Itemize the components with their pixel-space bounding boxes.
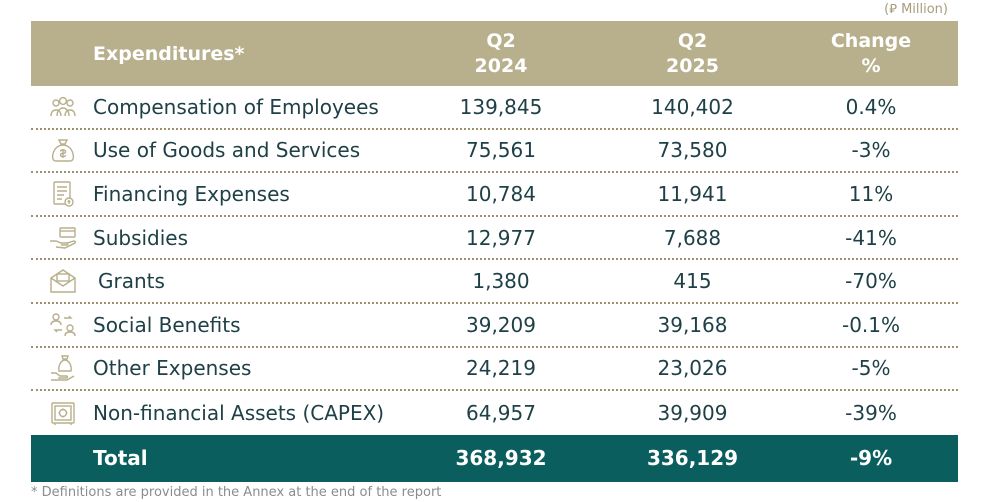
- cell-change: -39%: [845, 400, 897, 425]
- header-change-line1: Change: [830, 29, 912, 52]
- row-label: Social Benefits: [93, 312, 241, 337]
- total-row: Total 368,932 336,129 -9%: [31, 434, 958, 482]
- cell-q2-2025: 39,168: [657, 312, 728, 337]
- header-change-line2: %: [861, 54, 881, 77]
- people-exchange-icon: [43, 307, 83, 343]
- table-row: Compensation of Employees 139,845 140,40…: [31, 86, 958, 130]
- table-row: Other Expenses 24,219 23,026 -5%: [31, 348, 958, 392]
- cell-q2-2025: 73,580: [657, 138, 728, 163]
- unit-note: (⃁ Million): [884, 2, 948, 17]
- row-label: Non-financial Assets (CAPEX): [93, 400, 385, 425]
- expenditures-table: Expenditures* Q2 2024 Q2 2025 Change % C…: [31, 21, 958, 482]
- footnote: * Definitions are provided in the Annex …: [31, 485, 442, 500]
- cell-q2-2025: 23,026: [657, 356, 728, 381]
- total-q2-2024: 368,932: [455, 446, 547, 471]
- row-label: Use of Goods and Services: [93, 138, 361, 163]
- cell-change: -0.1%: [841, 312, 901, 337]
- cell-q2-2024: 39,209: [466, 312, 536, 337]
- row-label: Compensation of Employees: [93, 94, 379, 119]
- cell-change: -41%: [845, 225, 897, 250]
- invoice-icon: [43, 176, 83, 212]
- safe-icon: [43, 395, 83, 431]
- money-bag-icon: [43, 132, 83, 168]
- table-row: Financing Expenses 10,784 11,941 11%: [31, 173, 958, 217]
- envelope-icon: [43, 263, 83, 299]
- header-q2-2024: Q2 2024: [401, 29, 601, 79]
- employees-icon: [43, 89, 83, 125]
- table-row: Social Benefits 39,209 39,168 -0.1%: [31, 304, 958, 348]
- header-q2-2025: Q2 2025: [601, 29, 784, 79]
- cell-q2-2024: 24,219: [466, 356, 536, 381]
- header-change: Change %: [784, 29, 958, 79]
- row-label: Financing Expenses: [93, 181, 290, 206]
- cell-change: 11%: [848, 181, 894, 206]
- table-row: Grants 1,380 415 -70%: [31, 260, 958, 304]
- header-q2-2025-line2: 2025: [666, 54, 719, 77]
- cell-change: -70%: [845, 269, 897, 294]
- total-change: -9%: [849, 446, 893, 471]
- row-label: Other Expenses: [93, 356, 252, 381]
- cell-q2-2024: 10,784: [466, 181, 536, 206]
- cell-q2-2024: 12,977: [466, 225, 536, 250]
- total-q2-2025: 336,129: [646, 446, 739, 471]
- cell-q2-2024: 139,845: [459, 94, 543, 119]
- cell-q2-2025: 7,688: [663, 225, 722, 250]
- hand-card-icon: [43, 220, 83, 256]
- cell-q2-2025: 11,941: [657, 181, 728, 206]
- cell-change: -3%: [851, 138, 891, 163]
- cell-q2-2024: 75,561: [466, 138, 536, 163]
- header-q2-2025-line1: Q2: [677, 29, 708, 52]
- row-label: Subsidies: [93, 225, 189, 250]
- row-label: Grants: [98, 269, 165, 294]
- cell-q2-2025: 415: [673, 269, 712, 294]
- cell-q2-2025: 140,402: [651, 94, 734, 119]
- table-row: Non-financial Assets (CAPEX) 64,957 39,9…: [31, 391, 958, 435]
- header-expenditures: Expenditures*: [93, 42, 245, 65]
- table-header: Expenditures* Q2 2024 Q2 2025 Change %: [31, 21, 958, 86]
- cell-q2-2025: 39,909: [657, 400, 728, 425]
- cell-q2-2024: 64,957: [466, 400, 536, 425]
- cell-change: -5%: [851, 356, 891, 381]
- header-q2-2024-line2: 2024: [474, 54, 528, 77]
- table-row: Subsidies 12,977 7,688 -41%: [31, 217, 958, 261]
- cell-change: 0.4%: [845, 94, 897, 119]
- header-q2-2024-line1: Q2: [486, 29, 516, 52]
- total-label: Total: [93, 446, 148, 471]
- table-row: Use of Goods and Services 75,561 73,580 …: [31, 130, 958, 174]
- hand-bag-icon: [43, 350, 83, 386]
- cell-q2-2024: 1,380: [472, 269, 530, 294]
